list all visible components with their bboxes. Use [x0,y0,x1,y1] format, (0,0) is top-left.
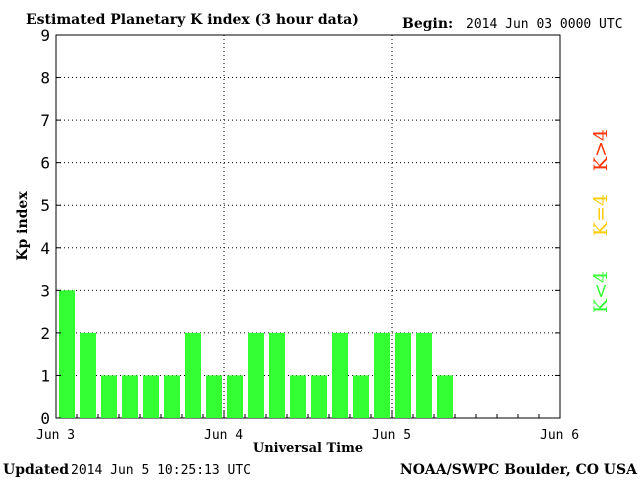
y-axis-label: Kp index [15,191,31,261]
kp-bar [353,375,369,418]
kp-bar [248,332,264,418]
kp-bar [290,375,306,418]
updated-label: Updated [3,462,69,478]
y-tick-label: 6 [40,154,50,173]
kp-bar [227,375,243,418]
kp-bar [332,332,348,418]
y-tick-label: 8 [40,69,50,88]
y-tick-label: 9 [40,26,50,45]
kp-bar [101,375,117,418]
source-credit: NOAA/SWPC Boulder, CO USA [400,462,638,478]
kp-bar [59,290,75,418]
grid-lines [56,35,560,418]
kp-bar [143,375,159,418]
kp-bar [122,375,138,418]
x-tick-label: Jun 6 [540,428,579,443]
updated-value: 2014 Jun 5 10:25:13 UTC [71,463,251,478]
begin-value: 2014 Jun 03 0000 UTC [466,17,623,32]
y-tick-label: 4 [40,239,50,258]
kp-bar [206,375,222,418]
x-axis-label: Universal Time [253,441,363,456]
x-axis-ticks: Jun 3 Jun 4 Jun 5 Jun 6 [36,410,579,443]
y-tick-label: 7 [40,111,50,130]
bars [59,290,453,418]
kp-bar [311,375,327,418]
kp-bar [395,332,411,418]
x-tick-label: Jun 5 [372,428,411,443]
kp-bar [437,375,453,418]
plot-area [55,34,561,419]
kp-bar [164,375,180,418]
x-tick-label: Jun 3 [36,428,75,443]
y-tick-label: 3 [40,281,50,300]
begin-label: Begin: [402,16,453,32]
kp-bar [269,332,285,418]
y-axis-ticks: 0 1 2 3 4 5 6 7 8 9 [40,26,560,428]
y-tick-label: 1 [40,366,50,385]
legend-item-low: K<4 [590,271,612,313]
kp-bar [374,332,390,418]
y-tick-label: 0 [40,409,50,428]
kp-bar [80,332,96,418]
y-tick-label: 5 [40,196,50,215]
legend-item-high: K>4 [590,129,612,171]
kp-bar [416,332,432,418]
x-tick-label: Jun 4 [204,428,243,443]
chart-title: Estimated Planetary K index (3 hour data… [26,12,359,28]
y-tick-label: 2 [40,324,50,343]
kp-bar [185,332,201,418]
legend-item-moderate: K=4 [590,194,612,236]
